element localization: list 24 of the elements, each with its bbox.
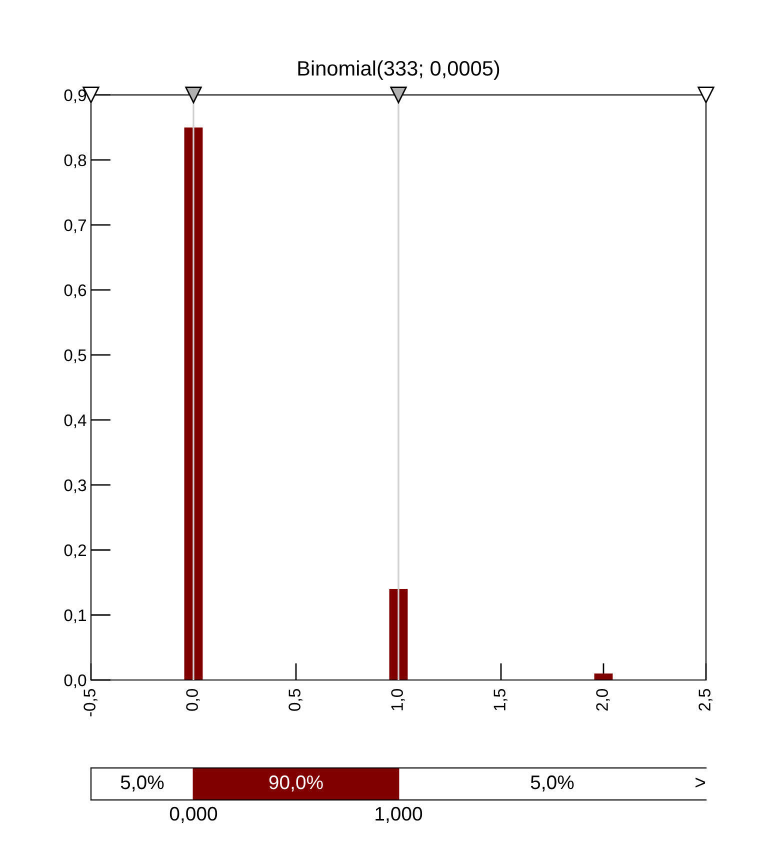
text: >	[696, 778, 706, 788]
y-tick-label: 0,3	[64, 479, 86, 494]
text: 1,000	[376, 806, 422, 823]
text: 5,0%	[530, 775, 574, 792]
x-tick-label: 2,5	[698, 689, 712, 711]
y-tick-label: 0,1	[64, 609, 86, 624]
y-tick-label: 0,0	[64, 674, 86, 688]
y-tick-label: 0,6	[64, 284, 86, 298]
text: 0,000	[170, 806, 218, 823]
text: 90,0%	[269, 775, 323, 792]
x-tick-label: 2,0	[596, 688, 610, 711]
x-tick-label: -0,5	[84, 689, 98, 716]
text: 5,0%	[120, 775, 164, 792]
x-tick-label: 1,0	[391, 688, 405, 710]
x-tick-label: 0,5	[288, 689, 302, 711]
y-tick-label: 0,5	[64, 349, 86, 364]
y-tick-label: 0,8	[64, 154, 86, 168]
y-tick-label: 0,4	[64, 414, 86, 428]
y-tick-label: 0,7	[64, 219, 86, 234]
chart-title: Binomial(333; 0,0005)	[298, 60, 500, 80]
y-tick-label: 0,2	[64, 544, 86, 558]
x-tick-label: 0,0	[186, 688, 200, 711]
x-tick-label: 1,5	[494, 689, 508, 710]
y-tick-label: 0,9	[64, 89, 86, 104]
